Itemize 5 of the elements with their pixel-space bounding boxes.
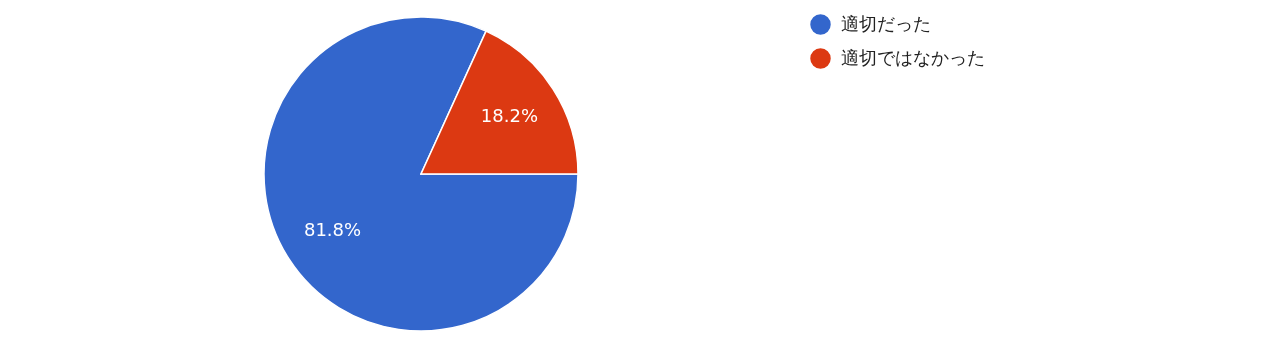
- data-label: 81.8%: [303, 218, 362, 240]
- legend-label: 適切ではなかった: [841, 46, 985, 68]
- legend-label: 適切だった: [841, 12, 931, 34]
- pie-slice: [263, 16, 579, 332]
- data-label: 18.2%: [480, 105, 539, 127]
